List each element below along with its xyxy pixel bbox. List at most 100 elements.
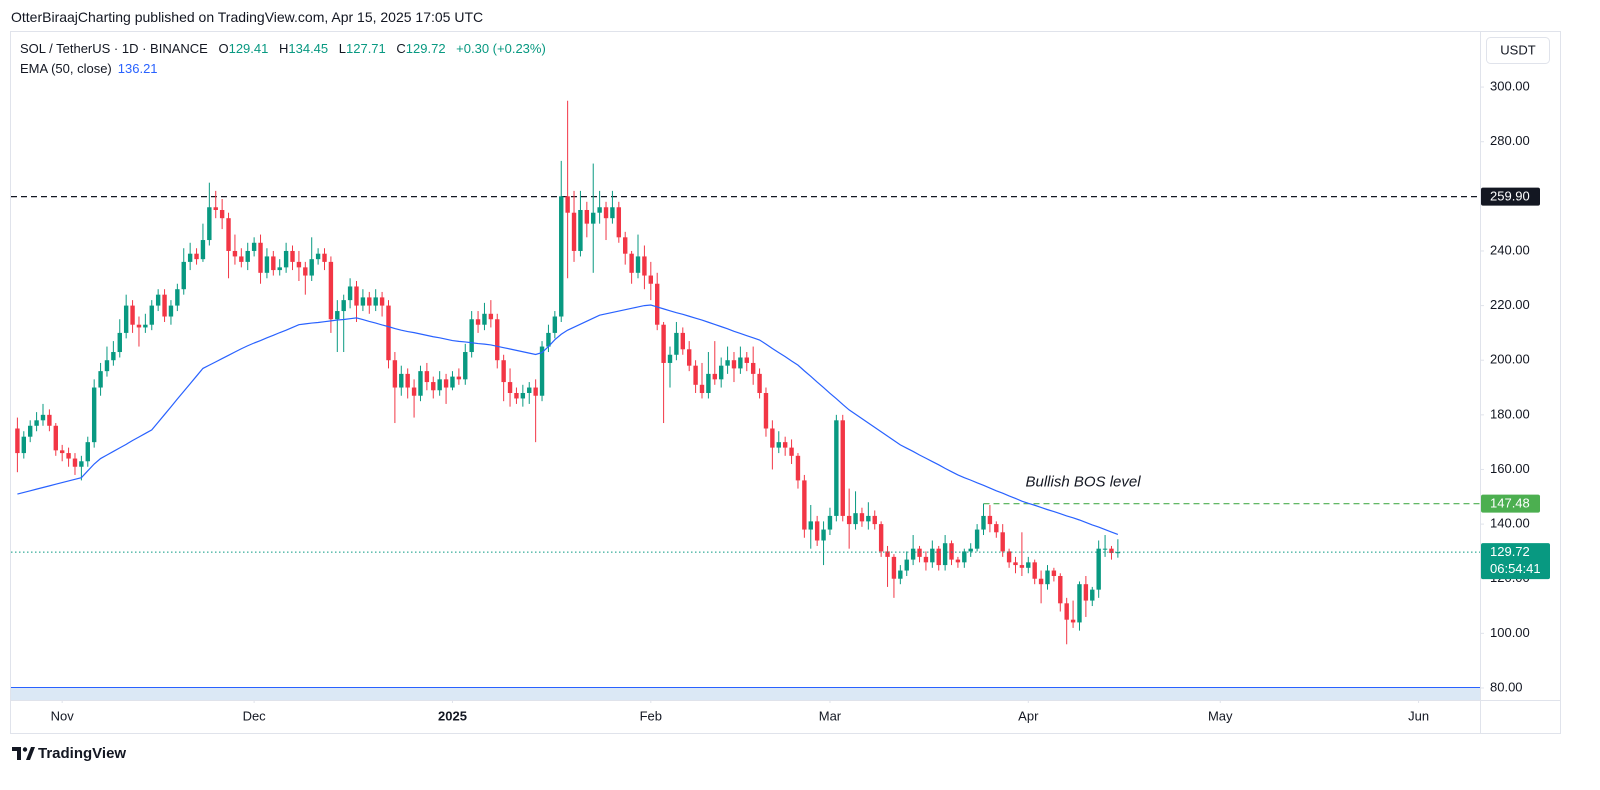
candle-body xyxy=(955,559,961,563)
candle-body xyxy=(808,521,813,530)
candle-body xyxy=(552,316,558,333)
candle-body xyxy=(936,548,941,566)
low-label: L xyxy=(338,41,346,56)
candle-body xyxy=(219,209,225,219)
candle-body xyxy=(533,387,538,396)
candle-body xyxy=(584,209,590,224)
level-label-box xyxy=(1481,187,1540,206)
candle-body xyxy=(290,250,295,262)
candle-body xyxy=(1000,532,1005,552)
candle-body xyxy=(949,543,954,560)
candle-body xyxy=(149,305,154,325)
usdt-button-box[interactable] xyxy=(1486,37,1550,64)
candle-body xyxy=(181,261,186,290)
candle-body xyxy=(1064,603,1069,620)
candle-body xyxy=(1013,562,1018,566)
candle-body xyxy=(283,250,289,268)
candle-body xyxy=(1038,578,1044,585)
candle-body xyxy=(904,559,909,571)
candle-body xyxy=(1102,548,1108,550)
candle-body xyxy=(200,240,206,260)
candle-body xyxy=(392,360,398,388)
candle-body xyxy=(450,376,455,388)
open-value: 129.41 xyxy=(228,41,269,56)
candle-body xyxy=(591,212,596,224)
level-text: Bullish BOS level xyxy=(1026,474,1142,491)
candle-body xyxy=(674,332,679,355)
change-value: +0.30 (+0.23%) xyxy=(456,41,546,56)
candle-body xyxy=(616,207,622,238)
low-value: 127.71 xyxy=(346,41,386,56)
close-value: 129.72 xyxy=(405,41,446,56)
candle-body xyxy=(795,455,801,481)
candle-body xyxy=(40,414,46,421)
candle-body xyxy=(527,387,532,393)
usdt-button[interactable]: USDT xyxy=(1486,37,1550,64)
candle-body xyxy=(239,256,244,262)
logo xyxy=(12,747,35,760)
candle-body xyxy=(814,521,820,541)
candle-body xyxy=(942,543,948,566)
candle-body xyxy=(770,428,775,448)
candle-body xyxy=(309,259,314,276)
candle-body xyxy=(994,524,999,533)
x-tick-label: Jun xyxy=(1408,708,1429,723)
candle-body xyxy=(1070,619,1076,623)
candle-body xyxy=(443,379,449,388)
candle-body xyxy=(514,392,519,399)
candle-body xyxy=(303,267,308,276)
candle-body xyxy=(162,294,167,317)
candle-body xyxy=(66,453,71,459)
candle-body xyxy=(367,297,372,306)
candle-body xyxy=(539,346,545,396)
candle-body xyxy=(1045,570,1050,585)
candle-body xyxy=(648,275,654,284)
candle-body xyxy=(424,371,430,383)
currency-label[interactable]: USDT xyxy=(1500,42,1535,57)
candle-body xyxy=(1109,548,1114,554)
candle-body xyxy=(763,392,769,429)
candle-body xyxy=(981,515,986,530)
candle-body xyxy=(910,548,916,560)
candle-body xyxy=(782,442,788,448)
candle-body xyxy=(846,515,852,525)
candle-body xyxy=(642,256,647,276)
candle-body xyxy=(264,256,270,273)
candle-body xyxy=(72,458,78,467)
candle-body xyxy=(47,414,52,426)
candle-body xyxy=(1083,584,1089,601)
candle-body xyxy=(693,365,698,385)
candle-body xyxy=(520,392,526,399)
high-value: 134.45 xyxy=(288,41,329,56)
candle-body xyxy=(1058,575,1063,604)
candle-body xyxy=(603,207,609,219)
candle-body xyxy=(546,332,551,347)
chart-frame xyxy=(10,31,1561,734)
candle-body xyxy=(482,313,487,325)
last-price-label: 129.72 xyxy=(1490,544,1530,559)
candle-body xyxy=(853,513,858,525)
candle-body xyxy=(718,365,724,380)
candle-body xyxy=(328,261,334,320)
y-tick-label: 240.00 xyxy=(1490,242,1530,257)
candle-body xyxy=(386,305,391,361)
candle-body xyxy=(578,209,583,251)
candle-body xyxy=(15,428,20,454)
candle-body xyxy=(571,212,577,251)
symbol: SOL / TetherUS · 1D · BINANCE xyxy=(20,41,208,56)
candle-body xyxy=(987,515,993,525)
candle-body xyxy=(738,357,743,369)
candle-body xyxy=(91,387,97,443)
candle-body xyxy=(878,524,884,552)
candle-body xyxy=(597,207,602,213)
candle-body xyxy=(341,300,346,312)
candle-body xyxy=(232,250,238,257)
y-tick-label: 160.00 xyxy=(1490,461,1530,476)
footer-brand: TradingView xyxy=(38,745,126,762)
candle-body xyxy=(968,548,973,552)
candle-body xyxy=(661,324,666,363)
candle-body xyxy=(744,357,749,363)
level-label-box xyxy=(1481,494,1540,513)
high-label: H xyxy=(278,41,289,56)
